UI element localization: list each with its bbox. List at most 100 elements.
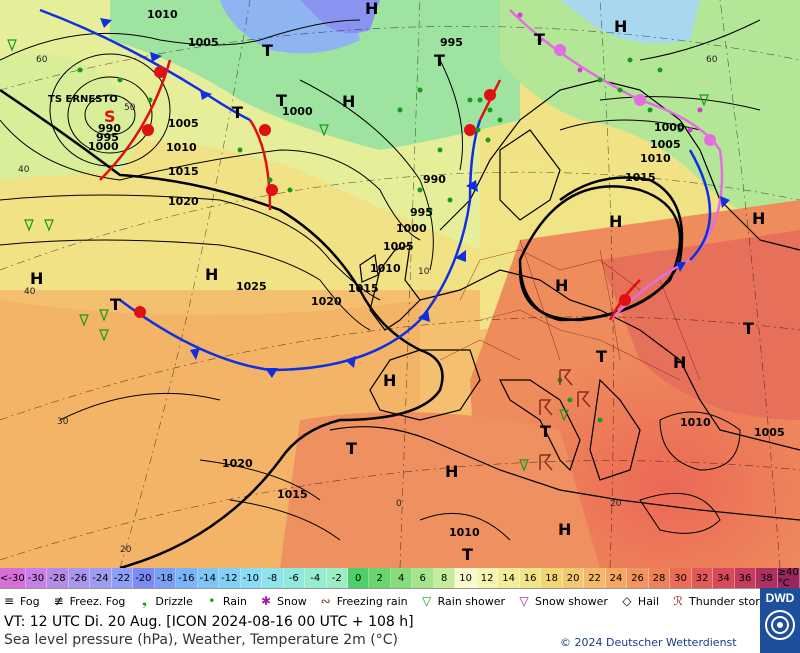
pressure-centers: H H H H H H H H H H H H T T T T T T T T … [30,0,765,564]
lon-label: 20 [610,499,622,509]
lon-label: 0 [396,499,402,509]
high-center: H [342,92,355,111]
pressure-label: 1025 [236,280,267,293]
scale-cell: 26 [627,568,649,588]
high-center: H [383,371,396,390]
legend-item: ▽ Snow shower [515,594,608,608]
pressure-label: 1005 [650,138,681,151]
scale-cell: -4 [305,568,327,588]
lat-label: 40 [24,287,36,297]
graticule-labels: 60 50 40 30 20 40 60 0 10 20 [18,55,718,555]
legend-label: Freezing rain [336,594,408,608]
pressure-label: 1015 [168,165,199,178]
scale-cell: 6 [412,568,434,588]
legend-label: Thunder storm [689,594,771,608]
high-center: H [558,520,571,539]
thunderstorm-symbols [539,369,591,471]
country-borders [439,239,701,381]
scale-cell: 2 [369,568,391,588]
lat-label: 50 [124,103,136,113]
footer: VT: 12 UTC Di. 20 Aug. [ICON 2024-08-16 … [0,612,760,653]
low-center: T [596,347,607,366]
rain-shower-icon: ▽ [422,594,432,608]
scale-cell: -8 [262,568,284,588]
pressure-label: 995 [440,36,463,49]
scale-cell: -10 [240,568,263,588]
legend-label: Freez. Fog [69,594,126,608]
freezing-fog-icon: ≢ [53,594,64,608]
logo-text: DWD [765,591,795,605]
scale-cell: 12 [476,568,499,588]
pressure-label: 1010 [640,152,671,165]
legend-item: ❟ Drizzle [135,594,193,609]
scale-cell: -6 [283,568,306,588]
scale-cell: 8 [433,568,456,588]
valid-time: VT: 12 UTC Di. 20 Aug. [ICON 2024-08-16 … [4,614,414,630]
pressure-label: 1015 [348,282,379,295]
low-center: T [743,319,754,338]
scale-cell: ≥40 °C [777,567,800,589]
legend-item: ▽ Rain shower [418,594,505,608]
lat-label: 30 [57,417,69,427]
low-center: T [534,30,545,49]
copyright: © 2024 Deutscher Wetterdienst [560,636,737,649]
high-center: H [673,353,686,372]
legend-item: ∾ Freezing rain [317,594,408,608]
fog-icon: ≡ [3,594,15,608]
scale-cell: 30 [670,568,692,588]
snow-icon: ✱ [260,594,272,608]
scale-cell: 20 [562,568,585,588]
scale-cell: -30 [25,568,48,588]
scale-cell: <-30 [0,568,26,588]
pressure-label: 1010 [680,416,711,429]
low-center: T [462,545,473,564]
dwd-logo: DWD [760,588,800,653]
scale-cell: -22 [111,568,134,588]
legend-label: Snow [277,594,307,608]
scale-cell: 14 [498,568,520,588]
high-center: H [205,265,218,284]
pressure-label: 1005 [754,426,785,439]
scale-cell: 24 [605,568,628,588]
scale-cell: -12 [219,568,241,588]
pressure-label: 1020 [168,195,199,208]
snow-shower-icon: ▽ [519,594,529,608]
pressure-label: 1000 [396,222,427,235]
lat-label: 60 [706,55,718,65]
legend-label: Hail [637,594,660,608]
pressure-label: 1010 [449,526,480,539]
storm-label: TS ERNESTO [48,94,118,105]
legend-label: Rain shower [437,594,506,608]
bold-isobars [0,88,684,568]
pressure-labels: 1010 1005 995 1000 990 995 1000 1005 101… [88,8,785,539]
pressure-label: 1015 [625,171,656,184]
high-center: H [752,209,765,228]
pressure-label: 1005 [383,240,414,253]
scale-cell: -24 [90,568,112,588]
pressure-label: 1020 [311,295,342,308]
lon-label: 10 [418,267,430,277]
pressure-label: 990 [423,173,446,186]
scale-cell: 34 [713,568,735,588]
scale-cell: 28 [648,568,671,588]
pressure-label: 1010 [370,262,401,275]
low-center: T [232,103,243,122]
lat-label: 60 [36,55,48,65]
rain-symbols [77,57,683,423]
legend-item: ℛ Thunder storm [669,594,770,608]
low-center: T [262,41,273,60]
high-center: H [614,17,627,36]
high-center: H [365,0,378,18]
temperature-scale: <-30 -30 -28 -26 -24 -22 -20 -18 -16 -14 -12 -10 -8-… [0,567,800,589]
scale-cell: 18 [541,568,563,588]
pressure-label: 995 [410,206,433,219]
legend-item: ≡ Fog [0,594,40,608]
pressure-label: 1005 [188,36,219,49]
pressure-label: 1005 [168,117,199,130]
legend-item: ≢ Freez. Fog [50,594,126,608]
freezing-rain-icon: ∾ [320,594,331,608]
scale-cell: -18 [154,568,177,588]
legend-label: Snow shower [535,594,608,608]
front-symbols [100,18,730,378]
rain-icon: • [208,594,216,608]
